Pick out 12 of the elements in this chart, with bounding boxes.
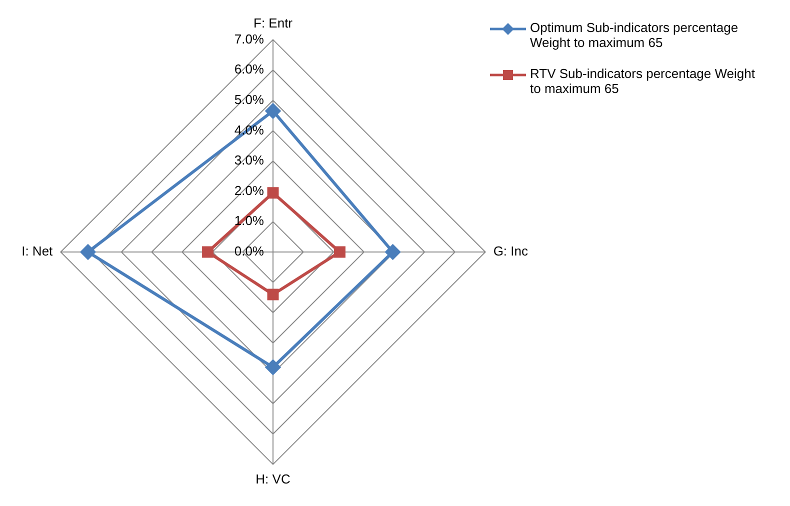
y-tick-label: 7.0% [234,31,264,46]
legend-label: RTV Sub-indicators percentage Weight to maximum 65 [530,66,756,96]
y-tick-label: 2.0% [234,182,264,198]
legend-label: Optimum Sub-indicators percentage Weight to maximum 65 [530,20,740,50]
y-tick-label: 0.0% [234,244,264,259]
spoke-label: G: Inc [493,244,528,259]
y-tick-label: 5.0% [234,92,264,107]
y-tick-label: 3.0% [234,152,264,168]
y-tick-label: 6.0% [234,62,264,77]
spoke-label: I: Net [22,244,54,259]
spoke-label: H: VC [256,472,290,487]
spoke-label: F: Entr [253,15,294,30]
